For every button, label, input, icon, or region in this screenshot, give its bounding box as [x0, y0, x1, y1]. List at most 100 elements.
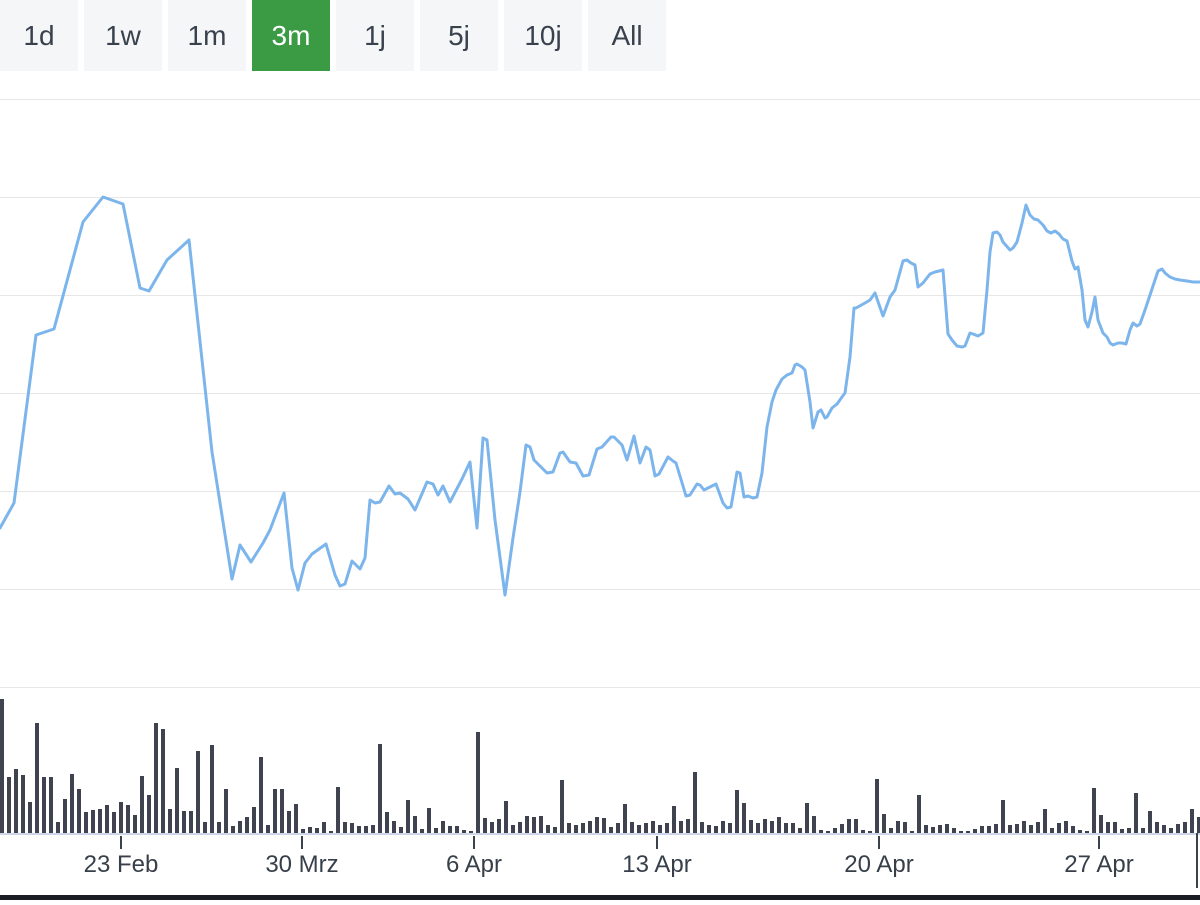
- volume-bar: [826, 831, 830, 833]
- volume-bar: [1036, 822, 1040, 833]
- volume-bar: [525, 816, 529, 833]
- volume-bar: [791, 823, 795, 833]
- volume-bar: [511, 825, 515, 833]
- volume-bar: [728, 823, 732, 833]
- volume-bar: [105, 805, 109, 833]
- volume-bar: [770, 821, 774, 833]
- volume-bar: [1001, 800, 1005, 833]
- volume-bar: [1008, 825, 1012, 833]
- volume-bar: [1183, 822, 1187, 833]
- volume-bar: [665, 823, 669, 833]
- volume-bar: [1162, 825, 1166, 833]
- volume-bar: [133, 815, 137, 833]
- volume-bar: [714, 826, 718, 833]
- volume-bar: [987, 826, 991, 833]
- volume-bar: [833, 828, 837, 833]
- volume-bar: [966, 831, 970, 833]
- volume-bar: [1092, 788, 1096, 833]
- volume-bar: [266, 825, 270, 833]
- volume-bar: [658, 825, 662, 833]
- range-button-1m[interactable]: 1m: [168, 0, 246, 71]
- volume-bar: [399, 827, 403, 833]
- volume-bar: [1190, 809, 1194, 833]
- volume-bar: [287, 811, 291, 833]
- volume-bar: [252, 807, 256, 833]
- volume-bar: [140, 776, 144, 833]
- volume-bar: [0, 699, 4, 833]
- range-button-3m[interactable]: 3m: [252, 0, 330, 71]
- volume-bar: [1022, 821, 1026, 833]
- volume-bar: [763, 819, 767, 833]
- volume-bar: [1043, 809, 1047, 833]
- range-selector-toolbar: 1d 1w 1m 3m 1j 5j 10j All: [0, 0, 1200, 71]
- volume-bar: [672, 806, 676, 833]
- volume-bar: [385, 812, 389, 833]
- volume-bar: [455, 826, 459, 833]
- volume-bar: [707, 825, 711, 833]
- volume-bar: [406, 800, 410, 833]
- gridline: [0, 687, 1200, 688]
- volume-bar: [77, 789, 81, 833]
- range-button-5j[interactable]: 5j: [420, 0, 498, 71]
- range-button-1d[interactable]: 1d: [0, 0, 78, 71]
- volume-bar: [497, 819, 501, 833]
- volume-bar: [308, 827, 312, 833]
- volume-bar: [973, 829, 977, 833]
- range-button-all[interactable]: All: [588, 0, 666, 71]
- volume-bar: [686, 819, 690, 833]
- volume-bar: [518, 822, 522, 833]
- plot-area[interactable]: [0, 99, 1200, 833]
- volume-bar: [539, 816, 543, 833]
- volume-bar: [861, 830, 865, 833]
- price-line: [0, 195, 1200, 597]
- volume-bar: [168, 809, 172, 833]
- volume-bar: [1057, 823, 1061, 833]
- volume-bar: [952, 828, 956, 833]
- volume-bar: [210, 745, 214, 833]
- x-axis-tick: [301, 836, 303, 849]
- volume-bar: [126, 805, 130, 833]
- volume-bar: [735, 790, 739, 833]
- x-axis-tick: [878, 836, 880, 849]
- volume-bar: [434, 828, 438, 833]
- volume-bar: [644, 823, 648, 833]
- volume-bar: [336, 787, 340, 833]
- gridline: [0, 491, 1200, 492]
- volume-bar: [756, 823, 760, 833]
- volume-bar: [1127, 828, 1131, 833]
- volume-bar: [490, 822, 494, 833]
- volume-bar: [938, 825, 942, 833]
- volume-bar: [441, 821, 445, 833]
- x-axis-tick: [120, 836, 122, 849]
- volume-bar: [588, 821, 592, 833]
- volume-bar: [847, 819, 851, 833]
- gridline: [0, 197, 1200, 198]
- volume-bar: [196, 751, 200, 833]
- volume-bar: [896, 821, 900, 833]
- volume-bar: [903, 822, 907, 833]
- volume-bar: [1176, 824, 1180, 833]
- volume-bar: [1113, 822, 1117, 833]
- volume-bar: [14, 769, 18, 833]
- volume-bar: [1050, 828, 1054, 833]
- volume-bar: [532, 817, 536, 833]
- gridline: [0, 295, 1200, 296]
- volume-bar: [595, 817, 599, 833]
- volume-bar: [749, 820, 753, 833]
- volume-bar: [567, 823, 571, 833]
- range-button-1j[interactable]: 1j: [336, 0, 414, 71]
- volume-bar: [1155, 822, 1159, 833]
- volume-bar: [602, 818, 606, 833]
- range-button-10j[interactable]: 10j: [504, 0, 582, 71]
- volume-bar: [1134, 793, 1138, 833]
- range-button-1w[interactable]: 1w: [84, 0, 162, 71]
- volume-bar: [469, 831, 473, 833]
- volume-bar: [322, 822, 326, 833]
- volume-bar: [742, 803, 746, 833]
- volume-bar: [364, 826, 368, 833]
- volume-bar: [1085, 831, 1089, 833]
- x-axis-label: 20 Apr: [844, 851, 913, 878]
